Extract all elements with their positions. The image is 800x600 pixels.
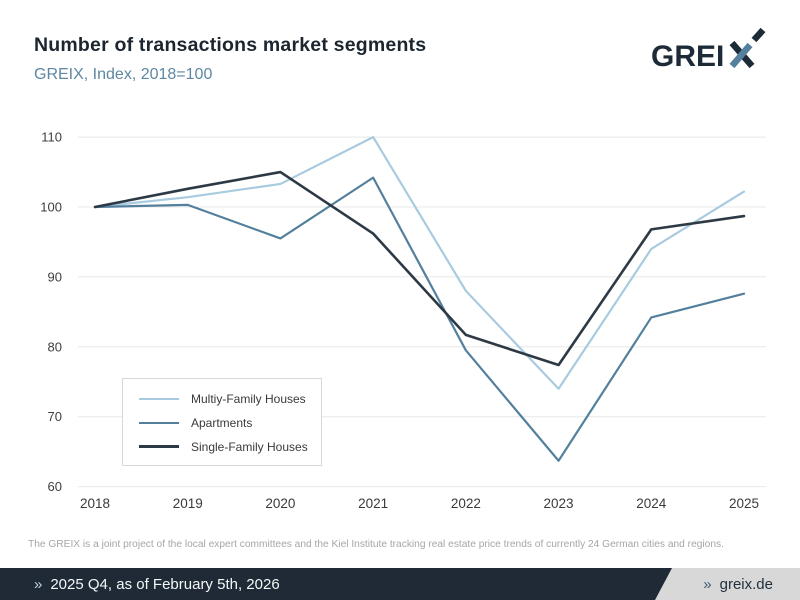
multi-family-line-swatch [139, 397, 179, 400]
transactions-line-chart: 60 70 80 90 100 110 2018 2019 2020 2021 2022 2023 20… [40, 130, 766, 511]
chevron-right-icon: » [34, 575, 43, 593]
y-tick-label: 90 [48, 269, 62, 284]
single-family-line-swatch [139, 445, 179, 448]
logo-text: GREI [651, 40, 724, 72]
x-tick-label: 2018 [80, 496, 110, 511]
legend-item-multi-family: Multiy-Family Houses [139, 391, 307, 406]
legend-item-single-family: Single-Family Houses [139, 439, 308, 454]
page-title: Number of transactions market segments [34, 34, 427, 56]
series-line-0 [93, 136, 746, 390]
series-line-1 [93, 176, 746, 462]
disclaimer-text: The GREIX is a joint project of the loca… [28, 539, 724, 550]
logo-x-glyph [729, 28, 766, 69]
greix-logo: GREI [651, 28, 766, 72]
page-subtitle: GREIX, Index, 2018=100 [34, 66, 213, 83]
chevron-right-icon: » [703, 575, 712, 593]
x-tick-label: 2024 [636, 496, 667, 511]
legend-label: Multiy-Family Houses [191, 391, 306, 406]
x-tick-label: 2023 [544, 496, 574, 511]
logo-accent-slash-icon [751, 28, 766, 43]
bottom-bar: » 2025 Q4, as of February 5th, 2026 » gr… [0, 568, 800, 600]
vintage-text: 2025 Q4, as of February 5th, 2026 [50, 575, 280, 593]
data-vintage-label: » 2025 Q4, as of February 5th, 2026 [34, 568, 280, 600]
chart-legend: Multiy-Family Houses Apartments Single-F… [122, 378, 322, 466]
x-tick-label: 2020 [265, 496, 295, 511]
apartments-line-swatch [139, 421, 179, 424]
y-tick-label: 70 [48, 409, 62, 424]
x-tick-label: 2021 [358, 496, 388, 511]
x-tick-label: 2025 [729, 496, 759, 511]
x-tick-label: 2022 [451, 496, 481, 511]
legend-label: Single-Family Houses [191, 439, 308, 454]
greix-website-link[interactable]: » greix.de [703, 568, 773, 600]
y-tick-label: 60 [48, 479, 62, 494]
y-tick-label: 110 [41, 130, 62, 145]
legend-label: Apartments [191, 415, 253, 430]
y-tick-label: 80 [48, 339, 62, 354]
website-text: greix.de [719, 575, 773, 593]
legend-item-apartments: Apartments [139, 415, 307, 430]
series-line-2 [93, 170, 746, 367]
y-tick-label: 100 [40, 200, 62, 215]
x-tick-label: 2019 [173, 496, 203, 511]
bottom-bar-dark-section [0, 568, 672, 600]
